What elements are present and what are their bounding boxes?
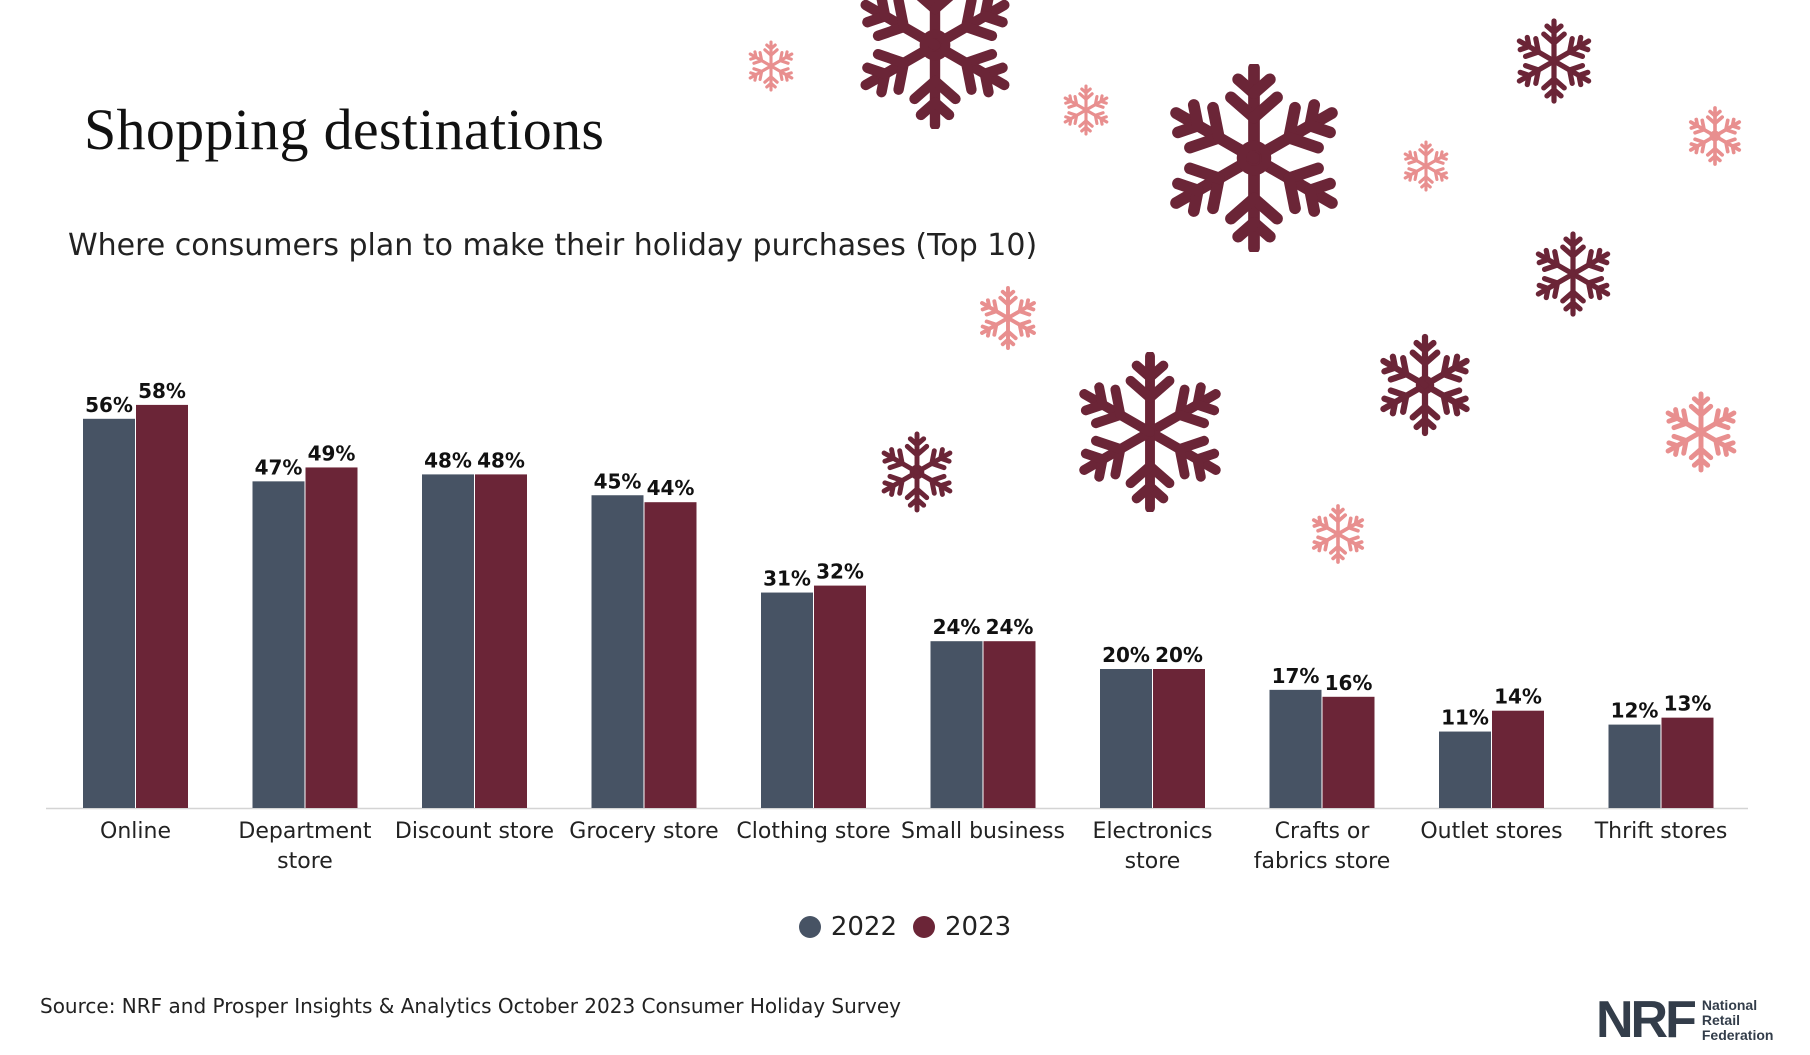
bar-2023-6 xyxy=(1153,669,1205,808)
logo-line-3: Federation xyxy=(1701,1026,1774,1043)
chart-title: Shopping destinations xyxy=(84,97,605,162)
category-label-6-line-1: store xyxy=(1125,849,1181,874)
legend-item-2022: 2022 xyxy=(798,912,897,942)
snowflake-icon xyxy=(1311,504,1365,564)
bar-2022-1 xyxy=(252,481,305,808)
snowflake-icon xyxy=(881,431,953,513)
category-label-0: Online xyxy=(100,819,171,844)
legend: 2022 2023 xyxy=(0,912,1810,942)
bar-2023-8 xyxy=(1492,710,1544,808)
data-label-2023-4: 32% xyxy=(816,560,864,584)
snowflake-icon xyxy=(1063,84,1109,136)
bar-2023-1 xyxy=(305,467,358,808)
data-label-2022-1: 47% xyxy=(255,455,303,479)
data-label-2022-5: 24% xyxy=(933,615,981,639)
snowflake-icon xyxy=(1665,391,1737,473)
data-label-2022-2: 48% xyxy=(424,448,472,472)
bar-2023-3 xyxy=(644,502,697,808)
logo-text: National Retail Federation xyxy=(1701,996,1774,1043)
data-label-2023-2: 48% xyxy=(477,448,525,472)
snowflake-icon xyxy=(1079,352,1221,512)
data-label-2023-8: 14% xyxy=(1494,685,1542,709)
snowflake-icon xyxy=(1516,18,1592,104)
data-label-2023-5: 24% xyxy=(986,615,1034,639)
category-label-1-line-1: store xyxy=(277,849,333,874)
nrf-logo: NRF National Retail Federation xyxy=(1596,994,1773,1046)
logo-line-1: National xyxy=(1701,996,1758,1013)
snowflake-icon xyxy=(1170,64,1338,252)
category-label-3: Grocery store xyxy=(569,819,718,844)
snowflake-icon xyxy=(1403,140,1449,192)
bar-2022-9 xyxy=(1608,724,1661,808)
category-label-2: Discount store xyxy=(395,819,554,844)
data-label-2023-7: 16% xyxy=(1325,671,1373,695)
data-label-2023-6: 20% xyxy=(1155,643,1203,667)
category-label-5: Small business xyxy=(901,819,1065,844)
bar-2022-7 xyxy=(1269,689,1322,808)
category-label-8: Outlet stores xyxy=(1420,819,1562,844)
data-label-2022-3: 45% xyxy=(594,469,642,493)
data-label-2023-1: 49% xyxy=(308,441,356,465)
bar-2022-6 xyxy=(1100,669,1152,808)
legend-label-2023: 2023 xyxy=(945,912,1012,942)
data-label-2023-0: 58% xyxy=(138,379,186,403)
data-label-2022-6: 20% xyxy=(1102,643,1150,667)
bar-2022-8 xyxy=(1439,731,1491,808)
category-label-7-line-0: Crafts or xyxy=(1275,819,1371,844)
bar-2023-7 xyxy=(1322,696,1375,808)
category-label-9: Thrift stores xyxy=(1594,819,1728,844)
bar-2023-4 xyxy=(814,585,866,808)
data-label-2023-3: 44% xyxy=(647,476,695,500)
source-note: Source: NRF and Prosper Insights & Analy… xyxy=(40,994,901,1018)
data-label-2022-0: 56% xyxy=(85,393,133,417)
snowflake-icon xyxy=(748,40,794,92)
chart-subtitle: Where consumers plan to make their holid… xyxy=(68,228,1038,263)
data-label-2022-8: 11% xyxy=(1441,706,1489,730)
bar-2023-2 xyxy=(475,474,527,808)
bar-2022-3 xyxy=(591,495,644,808)
legend-swatch-2022 xyxy=(798,916,821,938)
bar-2022-4 xyxy=(761,592,813,808)
bar-2022-2 xyxy=(422,474,474,808)
data-label-2022-4: 31% xyxy=(763,567,811,591)
snowflake-icon xyxy=(1380,333,1470,437)
snowflake-icon xyxy=(980,286,1036,350)
snowflake-icon xyxy=(1535,231,1611,317)
bar-2022-0 xyxy=(83,418,135,808)
legend-swatch-2023 xyxy=(913,916,935,938)
data-label-2022-9: 12% xyxy=(1611,699,1659,723)
bar-2023-0 xyxy=(136,404,188,808)
data-label-2022-7: 17% xyxy=(1272,664,1320,688)
logo-mark: NRF xyxy=(1596,991,1697,1049)
legend-label-2022: 2022 xyxy=(830,912,897,942)
category-label-4: Clothing store xyxy=(736,819,890,844)
category-label-6-line-0: Electronics xyxy=(1093,819,1213,844)
bar-2023-5 xyxy=(983,641,1036,808)
snowflake-icon xyxy=(860,0,1010,129)
data-label-2023-9: 13% xyxy=(1664,692,1712,716)
category-label-7-line-1: fabrics store xyxy=(1254,849,1391,874)
snowflake-icon xyxy=(1688,106,1742,166)
bar-2023-9 xyxy=(1661,717,1714,808)
category-label-1-line-0: Department xyxy=(238,819,372,844)
bar-chart: 56%58% Online 47%49% Department store 48% 48% D… xyxy=(46,379,1748,874)
bar-2022-5 xyxy=(930,641,983,808)
logo-line-2: Retail xyxy=(1701,1011,1740,1028)
legend-item-2023: 2023 xyxy=(913,912,1011,942)
